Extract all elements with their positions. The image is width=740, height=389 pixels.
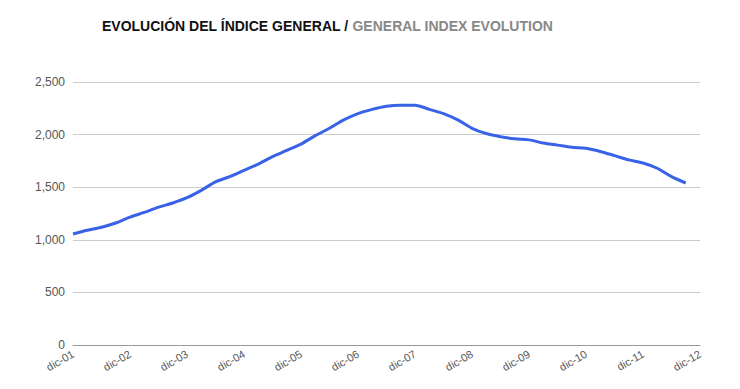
svg-text:2,500: 2,500 (35, 75, 65, 89)
svg-text:EVOLUCIÓN DEL ÍNDICE GENERAL /: EVOLUCIÓN DEL ÍNDICE GENERAL / (102, 17, 348, 34)
svg-text:dic-12: dic-12 (671, 348, 703, 373)
svg-text:dic-11: dic-11 (615, 348, 646, 373)
svg-text:dic-09: dic-09 (500, 348, 532, 373)
svg-text:dic-04: dic-04 (215, 348, 247, 373)
svg-text:dic-06: dic-06 (329, 348, 361, 373)
svg-text:dic-02: dic-02 (101, 348, 133, 373)
svg-text:0: 0 (58, 338, 65, 352)
svg-text:1,500: 1,500 (35, 180, 65, 194)
svg-text:dic-10: dic-10 (557, 348, 589, 373)
svg-text:dic-03: dic-03 (158, 348, 190, 373)
svg-text:dic-05: dic-05 (272, 348, 304, 373)
svg-text:500: 500 (45, 285, 65, 299)
svg-text:dic-07: dic-07 (386, 348, 418, 373)
svg-text:1,000: 1,000 (35, 233, 65, 247)
svg-text:GENERAL INDEX EVOLUTION: GENERAL INDEX EVOLUTION (349, 18, 553, 34)
svg-text:dic-08: dic-08 (443, 348, 475, 373)
svg-text:dic-01: dic-01 (44, 348, 76, 373)
svg-text:2,000: 2,000 (35, 128, 65, 142)
